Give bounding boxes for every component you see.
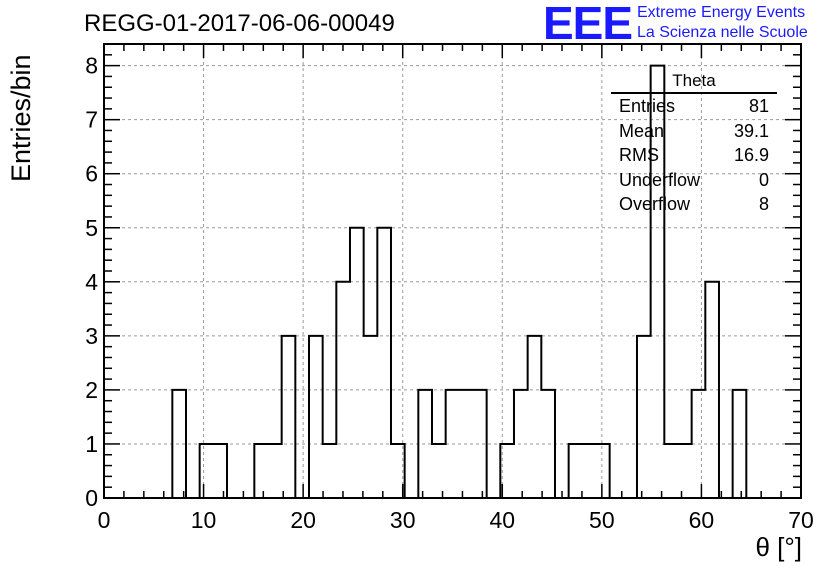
y-axis-label: Entries/bin [6, 54, 36, 182]
y-tick-label: 5 [85, 215, 98, 241]
histogram-bin [364, 336, 378, 498]
histogram-bin [678, 444, 692, 498]
x-tick-label: 30 [390, 507, 416, 533]
histogram-bin [432, 444, 446, 498]
x-axis-label: θ [°] [755, 532, 802, 562]
x-tick-label: 60 [689, 507, 715, 533]
x-tick-label: 10 [191, 507, 217, 533]
y-tick-label: 6 [85, 161, 98, 187]
histogram-bin [446, 390, 460, 498]
x-tick-label: 50 [589, 507, 615, 533]
histogram-bin [569, 444, 583, 498]
histogram-bin [323, 444, 337, 498]
y-tick-label: 8 [85, 53, 98, 79]
stats-value: 39.1 [733, 120, 769, 141]
histogram-bin [254, 444, 268, 498]
histogram-bin [514, 390, 528, 498]
histogram-bin [596, 444, 610, 498]
y-tick-label: 4 [85, 269, 98, 295]
stats-row-rms: RMS 16.9 [611, 143, 777, 168]
histogram-bin [637, 336, 651, 498]
x-tick-label: 40 [489, 507, 515, 533]
histogram-bin [582, 444, 596, 498]
histogram-bin [664, 444, 678, 498]
histogram-bin [172, 390, 186, 498]
eee-logo: EEE [543, 0, 633, 49]
y-tick-label: 3 [85, 323, 98, 349]
histogram-bin [336, 282, 350, 498]
histogram-bin [459, 390, 473, 498]
histogram-bin [282, 336, 296, 498]
stats-value: 16.9 [733, 145, 769, 165]
histogram-bin [200, 444, 214, 498]
logo-caption-line1: Extreme Energy Events [637, 4, 806, 21]
stats-row-underflow: Underflow 0 [611, 168, 777, 193]
y-tick-label: 2 [85, 377, 98, 403]
histogram-bin [473, 390, 487, 498]
axes: 0 10 20 30 40 50 60 70 0 1 2 3 4 5 6 7 8 [85, 43, 814, 533]
x-tick-label: 0 [98, 507, 111, 533]
histogram-bin [692, 390, 706, 498]
stats-label: Mean [619, 120, 665, 141]
histogram-bin [541, 390, 555, 498]
stats-label: Overflow [619, 194, 691, 214]
histogram-bin [350, 228, 364, 498]
stats-title: Theta [611, 70, 777, 94]
histogram-bin [309, 336, 323, 498]
stats-label: Entries [619, 96, 676, 116]
stats-value: 81 [748, 96, 769, 116]
stats-value: 0 [758, 169, 769, 190]
stats-row-overflow: Overflow 8 [611, 192, 777, 217]
histogram-bin [213, 444, 227, 498]
histogram-bin [377, 228, 391, 498]
histogram-bin [705, 282, 719, 498]
x-tick-label: 70 [788, 507, 814, 533]
histogram-bin [733, 390, 747, 498]
stats-value: 8 [758, 194, 769, 214]
stats-label: RMS [619, 145, 659, 165]
chart-title: REGG-01-2017-06-06-00049 [84, 10, 395, 37]
y-tick-label: 7 [85, 107, 98, 133]
histogram-bin [528, 336, 542, 498]
y-tick-label: 1 [85, 431, 98, 457]
y-tick-label: 0 [85, 485, 98, 511]
stats-row-mean: Mean 39.1 [611, 119, 777, 144]
histogram-bin [418, 390, 432, 498]
logo-caption-line2: La Scienza nelle Scuole [637, 24, 808, 41]
stats-row-entries: Entries 81 [611, 94, 777, 119]
stats-box: Theta Entries 81 Mean 39.1 RMS 16.9 Underfl… [611, 70, 777, 217]
histogram-bin [268, 444, 282, 498]
x-tick-label: 20 [290, 507, 316, 533]
stats-label: Underflow [619, 169, 701, 190]
